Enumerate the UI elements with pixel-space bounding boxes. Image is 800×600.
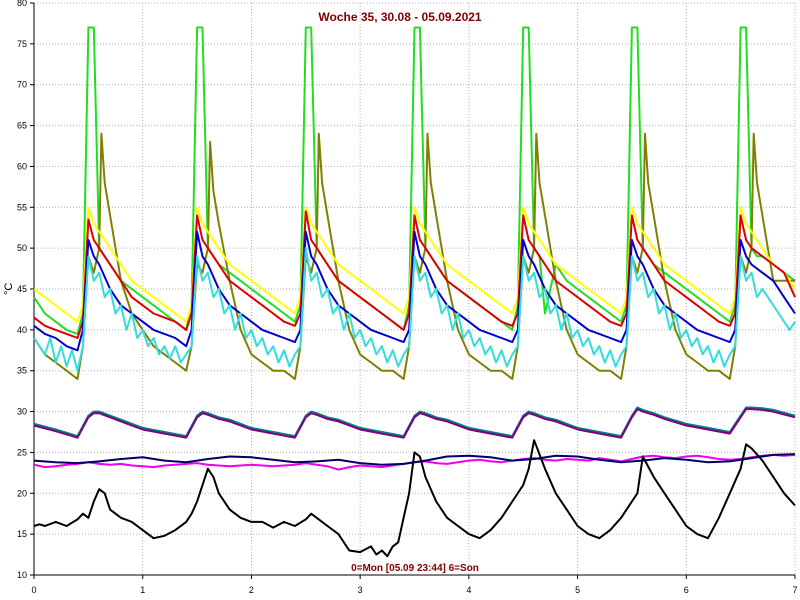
series-line-8	[33, 408, 796, 439]
y-tick-label: 35	[17, 366, 27, 376]
y-tick-label: 80	[17, 0, 27, 8]
y-tick-label: 70	[17, 80, 27, 90]
y-tick-label: 65	[17, 121, 27, 131]
series-line-1	[33, 26, 796, 335]
series-group	[33, 26, 796, 558]
y-tick-label: 20	[17, 488, 27, 498]
y-tick-label: 10	[17, 570, 27, 580]
series-line-7	[33, 406, 796, 438]
y-tick-label: 15	[17, 529, 27, 539]
chart-title: Woche 35, 30.08 - 05.09.2021	[318, 10, 482, 24]
y-tick-label: 25	[17, 447, 27, 457]
x-tick-label: 2	[249, 585, 254, 595]
series-line-10	[33, 453, 796, 466]
series-line-6	[33, 247, 796, 372]
y-tick-label: 60	[17, 161, 27, 171]
chart-note: 0=Mon [05.09 23:44] 6=Son	[351, 563, 479, 574]
y-tick-label: 40	[17, 325, 27, 335]
x-tick-label: 1	[140, 585, 145, 595]
grid	[33, 2, 796, 576]
y-tick-label: 30	[17, 407, 27, 417]
x-tick-label: 6	[684, 585, 689, 595]
series-line-4	[33, 210, 796, 339]
series-line-11	[33, 439, 796, 558]
series-line-5	[33, 230, 796, 352]
series-line-3	[33, 206, 796, 323]
y-tick-label: 75	[17, 39, 27, 49]
x-tick-label: 3	[358, 585, 363, 595]
y-tick-label: 55	[17, 202, 27, 212]
x-tick-label: 5	[575, 585, 580, 595]
y-tick-label: 45	[17, 284, 27, 294]
x-tick-label: 0	[31, 585, 36, 595]
x-tick-label: 4	[466, 585, 471, 595]
y-tick-label: 50	[17, 243, 27, 253]
x-tick-label: 7	[792, 585, 797, 595]
y-axis-label: °C	[3, 282, 15, 295]
